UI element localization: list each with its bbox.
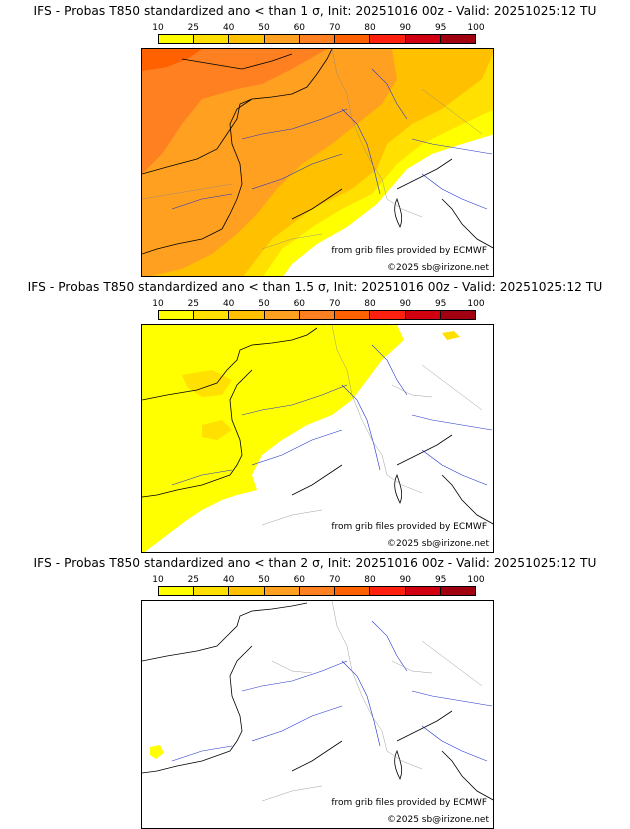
coastlines <box>142 327 493 525</box>
borders <box>261 601 483 802</box>
colorbar-tick: 80 <box>364 23 376 33</box>
colorbar-tick: 90 <box>399 575 412 585</box>
probability-map: from grib files provided by ECMWF ©2025 … <box>141 324 494 553</box>
colorbar-swatch <box>264 311 300 319</box>
map-graphic <box>142 325 493 552</box>
colorbar-tick: 50 <box>258 23 270 33</box>
below-threshold-region <box>283 134 493 276</box>
colorbar-swatch <box>159 35 195 43</box>
colorbar-swatch <box>229 587 265 595</box>
probability-map: from grib files provided by ECMWF ©2025 … <box>141 600 494 829</box>
prob-60-region <box>142 49 327 174</box>
panel-1-sigma: IFS - Probas T850 standardized ano < tha… <box>0 0 630 277</box>
below-threshold-region <box>142 601 493 828</box>
colorbar-tick: 90 <box>399 23 412 33</box>
prob-25-region-3 <box>442 331 460 340</box>
colorbar-tick: 80 <box>364 299 376 309</box>
colorbar-swatch <box>440 587 475 595</box>
colorbar-swatch <box>299 311 336 319</box>
prob-50-region <box>142 49 397 276</box>
source-credit: from grib files provided by ECMWF <box>331 246 487 256</box>
colorbar-tick: 100 <box>467 23 485 33</box>
copyright: ©2025 sb@irizone.net <box>387 815 489 825</box>
colorbar-ticks: 10 25 40 50 60 70 80 90 95 100 <box>152 575 484 587</box>
colorbar-tick: 95 <box>434 299 447 309</box>
colorbar-tick: 50 <box>258 299 270 309</box>
colorbar-swatch <box>229 311 265 319</box>
colorbar-tick: 25 <box>187 299 200 309</box>
colorbar-swatch <box>159 311 195 319</box>
colorbar-tick: 10 <box>152 575 164 585</box>
probability-map: from grib files provided by ECMWF ©2025 … <box>141 48 494 277</box>
copyright: ©2025 sb@irizone.net <box>387 263 489 273</box>
panel-title: IFS - Probas T850 standardized ano < tha… <box>33 556 597 570</box>
colorbar-swatch <box>194 35 230 43</box>
panel-1-5-sigma: IFS - Probas T850 standardized ano < tha… <box>0 276 630 553</box>
colorbar-swatch <box>405 311 441 319</box>
prob-10-region <box>150 745 164 759</box>
coastlines <box>142 49 493 255</box>
borders <box>142 49 483 250</box>
prob-25-region-2 <box>202 420 232 440</box>
colorbar-tick: 95 <box>434 575 447 585</box>
source-credit: from grib files provided by ECMWF <box>331 798 487 808</box>
colorbar-tick: 40 <box>222 575 235 585</box>
colorbar-ticks: 10 25 40 50 60 70 80 90 95 100 <box>152 23 484 35</box>
colorbar-swatch <box>335 311 371 319</box>
colorbar-tick: 60 <box>293 299 306 309</box>
colorbar-swatch <box>370 587 406 595</box>
source-credit: from grib files provided by ECMWF <box>331 522 487 532</box>
colorbar-swatch <box>370 35 406 43</box>
rivers <box>171 68 493 210</box>
colorbar-tick: 10 <box>152 299 164 309</box>
colorbar <box>158 34 476 44</box>
colorbar-swatch <box>440 35 475 43</box>
map-graphic <box>142 601 493 828</box>
colorbar-swatch <box>299 35 336 43</box>
rivers <box>171 620 493 762</box>
colorbar-tick: 100 <box>467 575 485 585</box>
colorbar-tick: 25 <box>187 575 200 585</box>
colorbar-tick: 40 <box>222 23 235 33</box>
colorbar-tick: 100 <box>467 299 485 309</box>
colorbar-swatch <box>370 311 406 319</box>
colorbar-swatch <box>335 35 371 43</box>
colorbar <box>158 310 476 320</box>
colorbar-tick: 90 <box>399 299 412 309</box>
colorbar-swatch <box>299 587 336 595</box>
panel-2-sigma: IFS - Probas T850 standardized ano < tha… <box>0 552 630 829</box>
colorbar-tick: 80 <box>364 575 376 585</box>
colorbar-tick: 60 <box>293 23 306 33</box>
colorbar-swatch <box>264 587 300 595</box>
colorbar-swatch <box>405 587 441 595</box>
colorbar-tick: 40 <box>222 299 235 309</box>
colorbar-swatch <box>194 311 230 319</box>
borders <box>261 325 483 526</box>
colorbar-swatch <box>405 35 441 43</box>
colorbar-swatch <box>194 587 230 595</box>
colorbar-tick: 25 <box>187 23 200 33</box>
prob-70-region <box>142 49 202 71</box>
map-graphic <box>142 49 493 276</box>
colorbar-tick: 60 <box>293 575 306 585</box>
colorbar <box>158 586 476 596</box>
colorbar-tick: 50 <box>258 575 270 585</box>
colorbar-tick: 70 <box>328 23 341 33</box>
colorbar-tick: 10 <box>152 23 164 33</box>
copyright: ©2025 sb@irizone.net <box>387 539 489 549</box>
colorbar-swatch <box>264 35 300 43</box>
colorbar-tick: 70 <box>328 575 341 585</box>
colorbar-tick: 95 <box>434 23 447 33</box>
panel-title: IFS - Probas T850 standardized ano < tha… <box>33 4 597 18</box>
colorbar-tick: 70 <box>328 299 341 309</box>
colorbar-swatch <box>229 35 265 43</box>
colorbar-swatch <box>440 311 475 319</box>
panel-title: IFS - Probas T850 standardized ano < tha… <box>27 280 603 294</box>
colorbar-ticks: 10 25 40 50 60 70 80 90 95 100 <box>152 299 484 311</box>
coastlines <box>142 602 493 801</box>
colorbar-swatch <box>159 587 195 595</box>
colorbar-swatch <box>335 587 371 595</box>
